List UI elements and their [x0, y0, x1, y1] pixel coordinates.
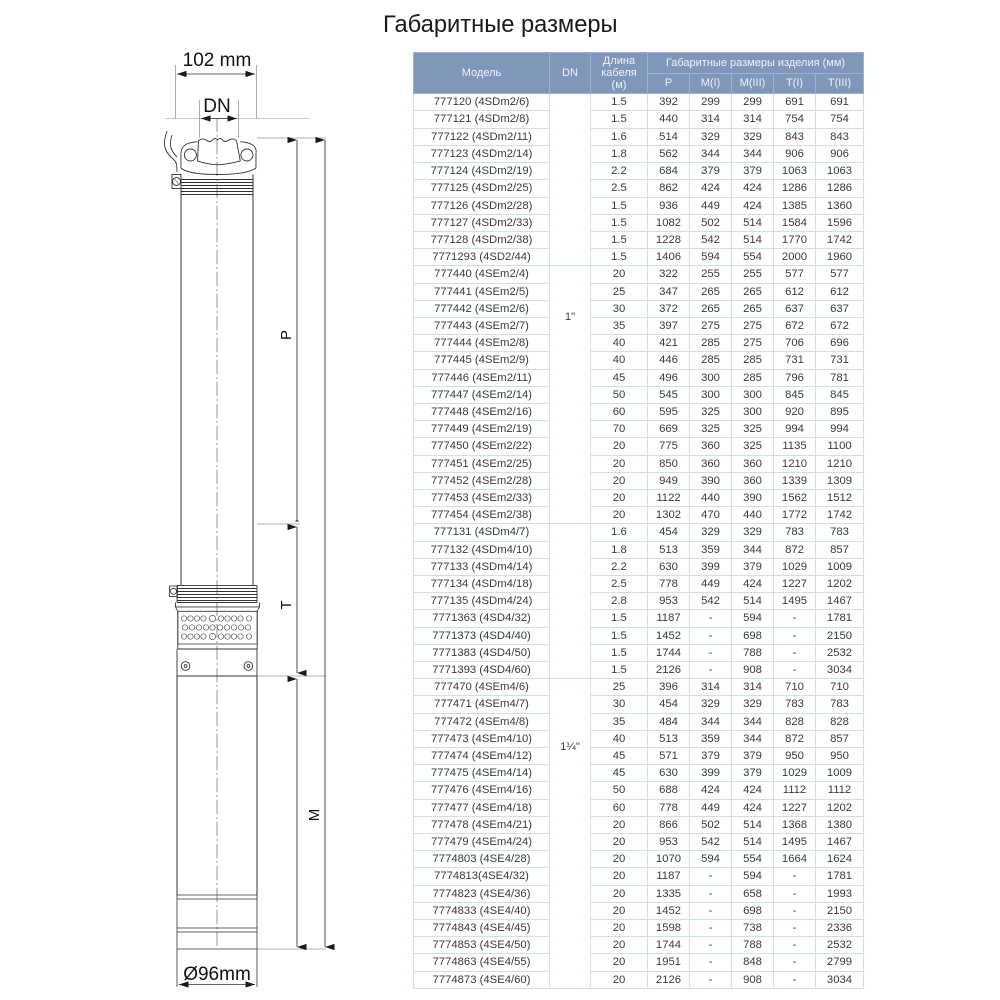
svg-text:M: M — [306, 809, 323, 822]
svg-text:T: T — [278, 600, 295, 609]
svg-text:102 mm: 102 mm — [183, 50, 252, 71]
svg-text:DN: DN — [203, 96, 230, 117]
svg-text:P: P — [278, 330, 295, 340]
svg-text:Ø96mm: Ø96mm — [183, 964, 251, 985]
